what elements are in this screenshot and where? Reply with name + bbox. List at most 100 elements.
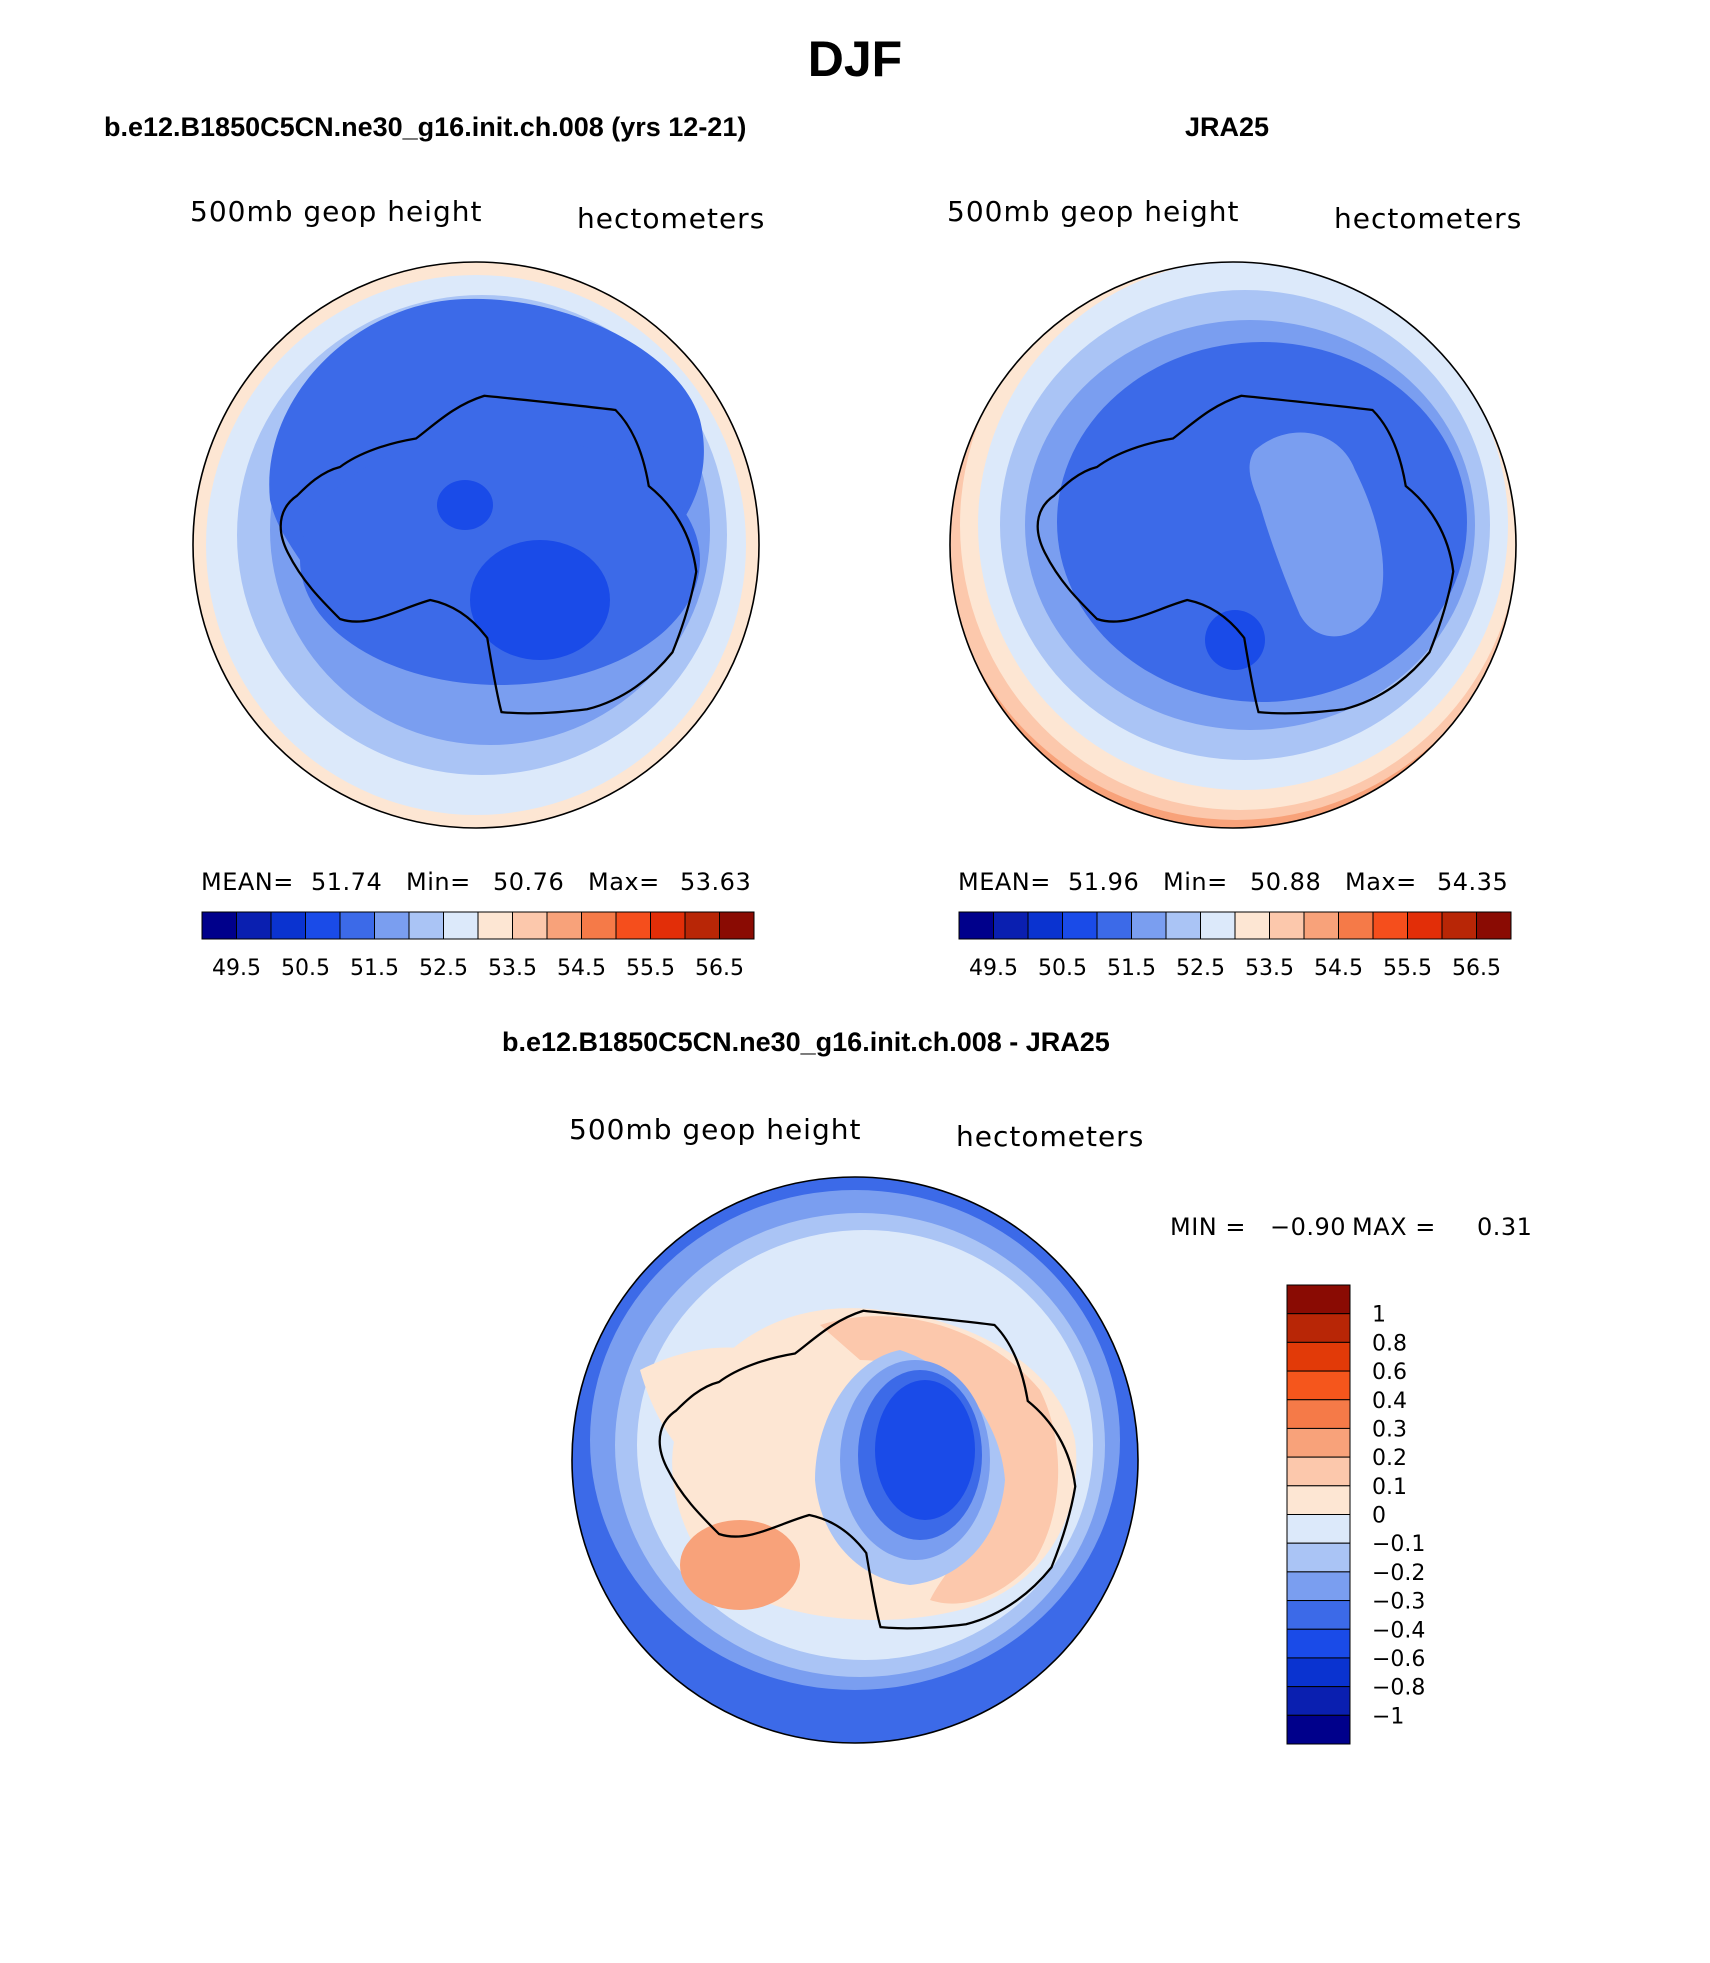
model-colorbar-tick-label: 51.5	[350, 956, 399, 981]
obs-mean-value: 51.96	[1068, 868, 1140, 896]
model-panel-title: b.e12.B1850C5CN.ne30_g16.init.ch.008 (yr…	[104, 112, 747, 142]
model-mean-value: 51.74	[311, 868, 383, 896]
diff-colorbar-label: 0.6	[1372, 1360, 1407, 1385]
diff-colorbar-label: −0.4	[1372, 1618, 1425, 1643]
obs-colorbar-swatch	[1407, 911, 1443, 940]
obs-colorbar-tick-label: 54.5	[1314, 956, 1363, 981]
model-min-value: 50.76	[493, 868, 565, 896]
diff-colorbar-swatch	[1286, 1427, 1351, 1458]
model-colorbar-swatch	[615, 911, 651, 940]
model-mean-label: MEAN=	[201, 868, 294, 896]
model-colorbar-swatch	[650, 911, 686, 940]
obs-max-label: Max=	[1345, 868, 1417, 896]
diff-colorbar-label: 1	[1372, 1303, 1386, 1328]
obs-min-label: Min=	[1163, 868, 1228, 896]
model-max-label: Max=	[588, 868, 660, 896]
diff-colorbar-swatch	[1286, 1542, 1351, 1573]
obs-colorbar-swatch	[993, 911, 1029, 940]
diff-colorbar-swatch	[1286, 1686, 1351, 1716]
diff-max-value: 0.31	[1477, 1213, 1533, 1241]
model-max-value: 53.63	[680, 868, 752, 896]
obs-colorbar-tick-label: 49.5	[969, 956, 1018, 981]
obs-panel-title: JRA25	[1185, 112, 1270, 142]
obs-colorbar-tick-label: 50.5	[1038, 956, 1087, 981]
obs-mean-label: MEAN=	[958, 868, 1051, 896]
model-colorbar-tick-label: 54.5	[557, 956, 606, 981]
model-colorbar-tick-label: 53.5	[488, 956, 537, 981]
diff-min-label: MIN =	[1170, 1213, 1246, 1241]
diff-colorbar-label: 0	[1372, 1504, 1386, 1529]
obs-colorbar-swatch	[1338, 911, 1374, 940]
obs-units-label: hectometers	[1334, 202, 1523, 235]
obs-colorbar-swatch	[1027, 911, 1063, 940]
obs-colorbar-swatch	[1441, 911, 1477, 940]
diff-colorbar-swatch	[1286, 1341, 1351, 1372]
diff-colorbar-swatch	[1286, 1399, 1351, 1429]
diff-max-label: MAX =	[1352, 1213, 1436, 1241]
model-colorbar-swatch	[719, 911, 755, 940]
obs-colorbar-swatch	[958, 911, 994, 940]
obs-colorbar-swatch	[1165, 911, 1201, 940]
diff-colorbar-swatch	[1286, 1714, 1351, 1745]
diff-units-label: hectometers	[956, 1120, 1145, 1153]
diff-colorbar-swatch	[1286, 1571, 1351, 1602]
model-colorbar-swatch	[443, 911, 479, 940]
model-units-label: hectometers	[577, 202, 766, 235]
model-variable-label: 500mb geop height	[190, 195, 483, 228]
model-colorbar-tick-label: 55.5	[626, 956, 675, 981]
model-colorbar-swatch	[546, 911, 582, 940]
obs-colorbar-tick-label: 52.5	[1176, 956, 1225, 981]
obs-colorbar-swatch	[1096, 911, 1132, 940]
model-colorbar-tick-label: 56.5	[695, 956, 744, 981]
obs-colorbar-swatch	[1476, 911, 1512, 940]
obs-colorbar-swatch	[1131, 911, 1167, 940]
diff-colorbar-label: −0.6	[1372, 1647, 1425, 1672]
obs-colorbar-tick-label: 56.5	[1452, 956, 1501, 981]
model-colorbar-swatch	[270, 911, 306, 940]
model-colorbar-swatch	[477, 911, 513, 940]
model-colorbar: 49.5 50.5 51.5 52.5 53.5 54.5 55.5 56.5	[201, 911, 755, 981]
diff-colorbar-swatch	[1286, 1657, 1351, 1688]
diff-panel-title: b.e12.B1850C5CN.ne30_g16.init.ch.008 - J…	[502, 1027, 1110, 1057]
obs-colorbar-tick-label: 51.5	[1107, 956, 1156, 981]
model-colorbar-swatch	[236, 911, 272, 940]
obs-colorbar-tick-label: 55.5	[1383, 956, 1432, 981]
obs-max-value: 54.35	[1437, 868, 1509, 896]
diff-colorbar-swatch	[1286, 1600, 1351, 1630]
model-colorbar-tick-label: 52.5	[419, 956, 468, 981]
model-min-label: Min=	[406, 868, 471, 896]
model-colorbar-swatch	[408, 911, 444, 940]
model-colorbar-tick-label: 49.5	[212, 956, 261, 981]
model-colorbar-swatch	[512, 911, 548, 940]
main-title: DJF	[807, 31, 903, 87]
obs-colorbar: 49.5 50.5 51.5 52.5 53.5 54.5 55.5 56.5	[958, 911, 1512, 981]
obs-colorbar-tick-label: 53.5	[1245, 956, 1294, 981]
diff-colorbar-swatch	[1286, 1628, 1351, 1659]
diff-colorbar-swatch	[1286, 1456, 1351, 1487]
diff-colorbar-label: −0.8	[1372, 1676, 1425, 1701]
model-colorbar-swatch	[305, 911, 341, 940]
diff-colorbar: 1 0.8 0.6 0.4 0.3 0.2 0.1 0 −0.1 −0.2 −0.3 −0.4 −0.6…	[1286, 1284, 1425, 1745]
diff-variable-label: 500mb geop height	[569, 1113, 862, 1146]
obs-colorbar-swatch	[1234, 911, 1270, 940]
diff-colorbar-swatch	[1286, 1514, 1351, 1544]
diff-colorbar-label: −0.3	[1372, 1590, 1425, 1615]
model-colorbar-swatch	[339, 911, 375, 940]
model-map	[192, 261, 760, 829]
diff-map	[571, 1176, 1139, 1744]
obs-colorbar-swatch	[1200, 911, 1236, 940]
diff-colorbar-label: −0.2	[1372, 1561, 1425, 1586]
obs-variable-label: 500mb geop height	[947, 195, 1240, 228]
diff-colorbar-label: 0.8	[1372, 1331, 1407, 1356]
diff-colorbar-label: −1	[1372, 1704, 1404, 1729]
diff-colorbar-label: 0.1	[1372, 1475, 1407, 1500]
model-colorbar-swatch	[684, 911, 720, 940]
obs-colorbar-swatch	[1303, 911, 1339, 940]
diff-colorbar-swatch	[1286, 1313, 1351, 1343]
model-colorbar-swatch	[374, 911, 410, 940]
model-colorbar-tick-label: 50.5	[281, 956, 330, 981]
obs-colorbar-swatch	[1062, 911, 1098, 940]
obs-min-value: 50.88	[1250, 868, 1322, 896]
diff-colorbar-swatch	[1286, 1284, 1351, 1315]
